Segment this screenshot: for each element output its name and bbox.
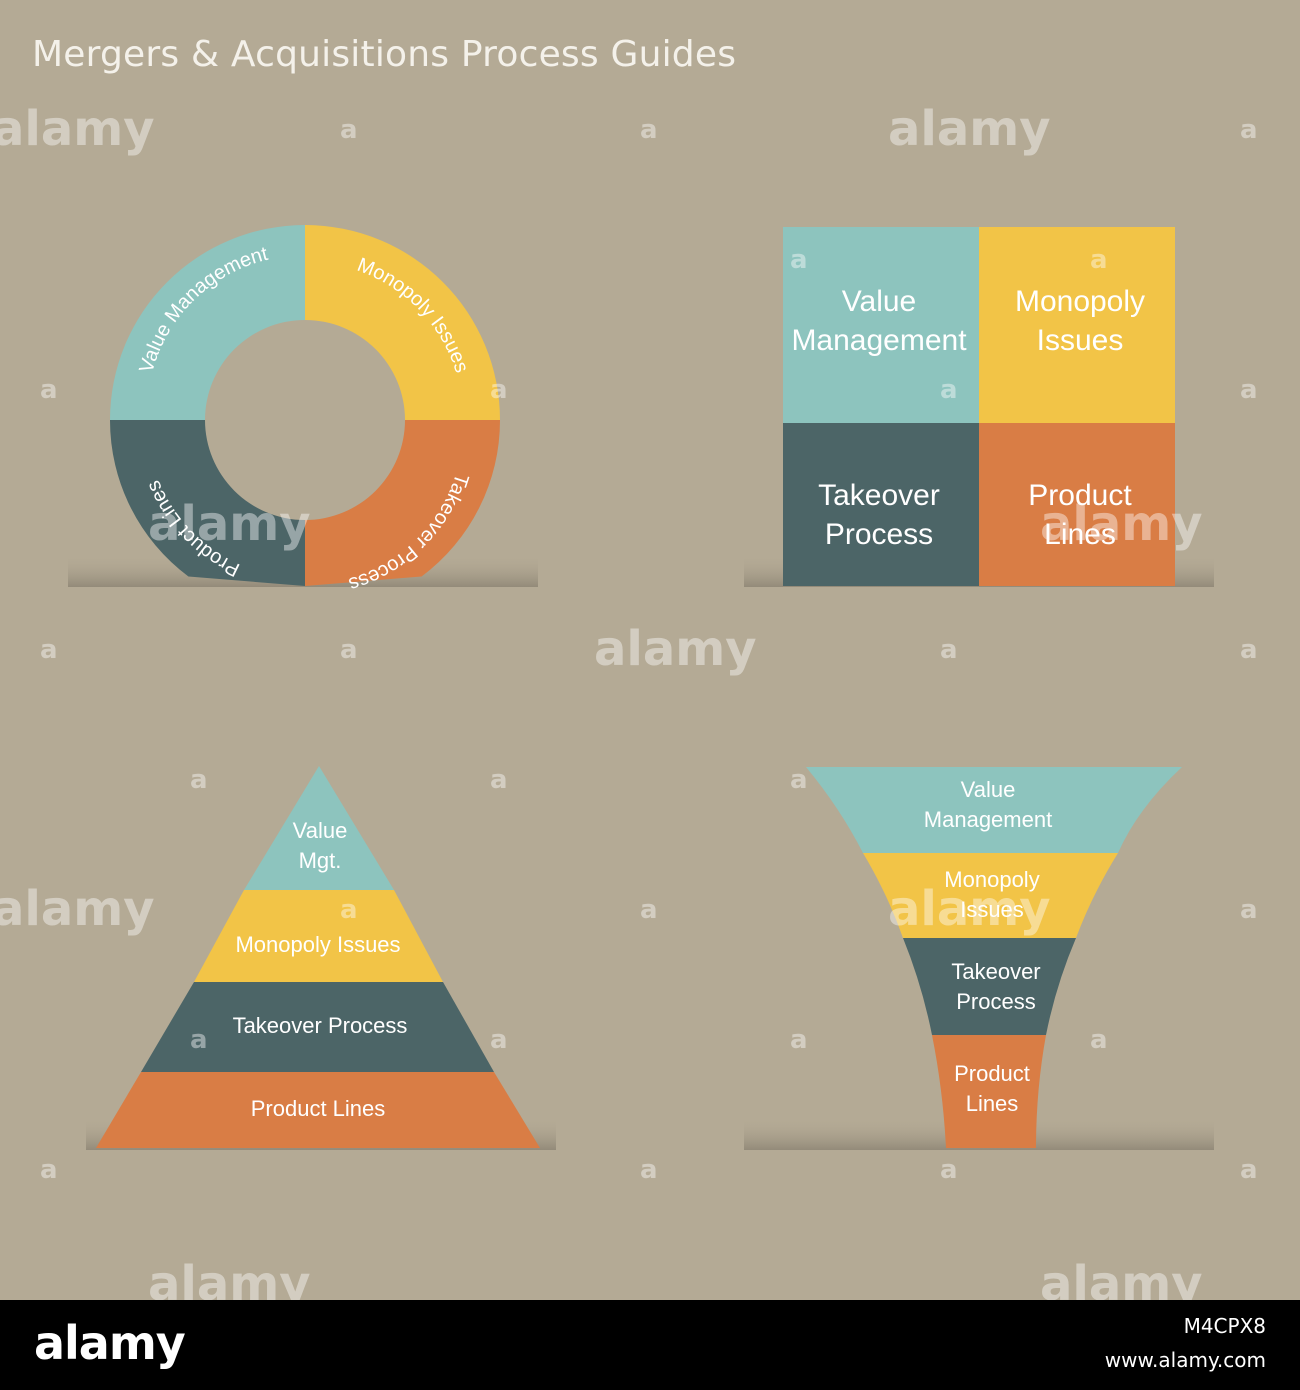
footer-url: www.alamy.com (1104, 1348, 1266, 1372)
watermark-letter: a (40, 375, 58, 405)
pyramid-tier-takeover-process (141, 982, 494, 1072)
watermark-word: alamy (0, 881, 155, 937)
funnel-label-monopoly-line2: Issues (960, 897, 1024, 922)
pyramid-label-value-line2: Mgt. (299, 848, 342, 873)
grid-cell-value-management (783, 227, 979, 423)
grid-label-monopoly-line2: Issues (1037, 324, 1124, 357)
watermark-letter: a (40, 635, 58, 665)
watermark-word: alamy (148, 496, 311, 552)
funnel-label-product-line2: Lines (966, 1091, 1019, 1116)
funnel-label-product-line1: Product (954, 1061, 1030, 1086)
watermark-letter: a (340, 115, 358, 145)
ring-diagram: Value Management Monopoly Issues Takeove… (109, 225, 501, 595)
grid-cell-product-lines (979, 423, 1175, 586)
watermark-letter: a (940, 635, 958, 665)
grid-cell-takeover-process (783, 423, 979, 586)
grid-label-monopoly-line1: Monopoly (1015, 285, 1145, 318)
watermark-letter: a (1240, 895, 1258, 925)
diagram-canvas: Value Management Monopoly Issues Takeove… (0, 101, 1258, 1300)
pyramid-label-takeover: Takeover Process (233, 1013, 408, 1038)
watermark-word: alamy (0, 101, 155, 157)
watermark-letter: a (40, 1155, 58, 1185)
watermark-word: alamy (888, 881, 1051, 937)
watermark-letter: a (790, 1025, 808, 1055)
watermark-letter: a (640, 895, 658, 925)
watermark-letter: a (490, 375, 508, 405)
watermark-word: alamy (888, 101, 1051, 157)
watermark-letter: a (1240, 635, 1258, 665)
watermark-letter: a (1090, 245, 1108, 275)
watermark-letter: a (1240, 1155, 1258, 1185)
funnel-diagram: Value Management Monopoly Issues Takeove… (806, 767, 1182, 1148)
ring-segment-takeover-process (109, 420, 305, 586)
footer-image-id: M4CPX8 (1183, 1314, 1266, 1338)
watermark-word: alamy (594, 621, 757, 677)
ring-segment-product-lines (305, 420, 501, 586)
watermark-letter: a (1240, 375, 1258, 405)
funnel-label-takeover-line2: Process (956, 989, 1035, 1014)
grid-label-value-line1: Value (842, 285, 917, 318)
pyramid-tier-value-mgt (244, 766, 394, 890)
funnel-label-takeover-line1: Takeover (951, 959, 1040, 984)
pyramid-tier-monopoly-issues (194, 890, 443, 982)
grid-label-value-line2: Management (791, 324, 967, 357)
pyramid-label-product: Product Lines (251, 1096, 386, 1121)
funnel-tier-value-management (806, 767, 1182, 853)
watermark-letter: a (640, 115, 658, 145)
grid-label-product-line2: Lines (1044, 518, 1116, 551)
grid-label-product-line1: Product (1028, 479, 1132, 512)
watermark-letter: a (340, 895, 358, 925)
funnel-tier-product-lines (932, 1035, 1046, 1148)
grid-label-takeover-line1: Takeover (818, 479, 940, 512)
grid-cell-monopoly-issues (979, 227, 1175, 423)
watermark-letter: a (1240, 115, 1258, 145)
watermark-letter: a (790, 765, 808, 795)
watermark-letter: a (490, 765, 508, 795)
pyramid-tier-product-lines (96, 1072, 540, 1148)
watermark-letter: a (940, 375, 958, 405)
pyramid-label-value-line1: Value (293, 818, 348, 843)
watermark-letter: a (940, 1155, 958, 1185)
footer-logo: alamy (34, 1316, 186, 1370)
watermark-letter: a (340, 635, 358, 665)
funnel-tier-monopoly-issues (863, 853, 1118, 938)
watermark: alamy alamy alamy alamy alamy alamy alam… (0, 101, 1258, 1300)
grid-diagram: Value Management Monopoly Issues Takeove… (783, 227, 1175, 586)
watermark-letter: a (190, 1025, 208, 1055)
ring-segment-monopoly-issues (305, 225, 500, 420)
funnel-tier-takeover-process (903, 938, 1076, 1035)
watermark-word: alamy (1040, 1256, 1203, 1300)
watermark-letter: a (1090, 1025, 1108, 1055)
ring-segment-value-management (110, 225, 305, 420)
watermark-letter: a (190, 765, 208, 795)
pyramid-diagram: Value Mgt. Monopoly Issues Takeover Proc… (96, 766, 540, 1148)
watermark-word: alamy (148, 1256, 311, 1300)
funnel-label-value-line1: Value (961, 777, 1016, 802)
grid-label-takeover-line2: Process (825, 518, 933, 551)
watermark-word: alamy (1040, 496, 1203, 552)
stock-footer-bar: alamy M4CPX8 www.alamy.com (0, 1300, 1300, 1390)
page-title: Mergers & Acquisitions Process Guides (32, 34, 737, 75)
watermark-letter: a (490, 1025, 508, 1055)
pyramid-label-monopoly: Monopoly Issues (235, 932, 400, 957)
funnel-label-value-line2: Management (924, 807, 1052, 832)
watermark-letter: a (790, 245, 808, 275)
funnel-label-monopoly-line1: Monopoly (944, 867, 1039, 892)
watermark-letter: a (640, 1155, 658, 1185)
